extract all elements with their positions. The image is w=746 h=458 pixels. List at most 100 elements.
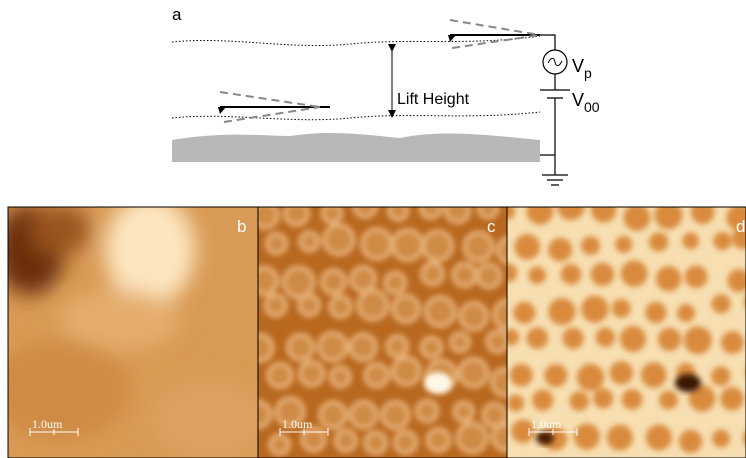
domain (544, 364, 567, 387)
domain (581, 236, 600, 255)
domain (477, 265, 500, 288)
domain (330, 297, 350, 317)
domain (720, 387, 743, 410)
lift-label: Lift Height (397, 91, 470, 108)
domain (532, 389, 553, 410)
domain (677, 304, 695, 322)
domain (266, 295, 286, 315)
domain (622, 389, 643, 410)
panel-label: a (172, 5, 182, 24)
domain (607, 425, 633, 451)
domain (270, 435, 289, 454)
domain (460, 303, 487, 330)
domain (596, 328, 615, 347)
panel-label: c (487, 217, 496, 236)
domain (479, 199, 498, 218)
domain (649, 232, 668, 251)
surface (172, 133, 540, 162)
domain (713, 232, 731, 250)
domain (300, 232, 318, 250)
scale-bar-label: 1.0um (531, 417, 562, 431)
domain (421, 337, 441, 357)
domain (682, 232, 699, 249)
domain (513, 302, 535, 324)
sine (548, 58, 562, 65)
panel-label: d (736, 217, 745, 236)
domain (621, 260, 648, 287)
domain (389, 201, 407, 219)
domain (577, 364, 604, 391)
domain (615, 236, 632, 253)
domain (711, 366, 730, 385)
domain (351, 267, 375, 291)
domain (320, 402, 346, 428)
domain (395, 432, 417, 454)
scale-bar-label: 1.0um (282, 417, 313, 431)
domain (423, 231, 452, 260)
domain (300, 362, 324, 386)
domain (510, 364, 533, 387)
domain (712, 430, 730, 448)
domain (507, 395, 524, 412)
domain (654, 201, 682, 229)
domain (679, 430, 702, 453)
domain (350, 402, 376, 428)
domain (581, 295, 608, 322)
domain (421, 198, 440, 217)
domain (561, 264, 582, 285)
domain (612, 299, 631, 318)
domain (487, 331, 508, 352)
domain (331, 367, 350, 386)
domain (336, 431, 356, 451)
symbol: V (572, 90, 584, 110)
domain (382, 402, 408, 428)
domain (646, 424, 672, 450)
domain (362, 229, 392, 259)
panel-label: b (237, 217, 246, 236)
lower-trace (172, 112, 540, 120)
domain (427, 429, 449, 451)
domain (417, 401, 438, 422)
domain (464, 233, 492, 261)
subscript: p (584, 65, 592, 81)
bias-label: V00 (572, 90, 600, 115)
domain (641, 362, 667, 388)
domain (658, 328, 681, 351)
source-label: Vp (572, 56, 592, 81)
domain (387, 336, 407, 356)
domain (322, 270, 345, 293)
cantilever-deflect (220, 92, 320, 107)
domain (284, 267, 314, 297)
cantilever-deflect (452, 35, 540, 48)
domain (319, 333, 347, 361)
domain (365, 364, 388, 387)
domain (526, 327, 548, 349)
domain (385, 273, 405, 293)
domain (528, 267, 546, 285)
domain (691, 200, 715, 224)
domain (569, 391, 589, 411)
tip (218, 107, 226, 114)
domain (656, 266, 681, 291)
domain (574, 423, 600, 449)
domain (659, 391, 678, 410)
domain (527, 198, 554, 225)
domain (454, 402, 472, 420)
domain (285, 202, 308, 225)
domain (288, 335, 313, 360)
domain (645, 302, 666, 323)
domain (685, 265, 708, 288)
domain (610, 361, 633, 384)
domain (268, 364, 291, 387)
domain (302, 428, 325, 451)
domain (620, 326, 646, 352)
domain (514, 234, 540, 260)
domain (393, 358, 420, 385)
domain (557, 193, 585, 221)
domain (422, 263, 443, 284)
domain (562, 328, 583, 349)
domain (358, 291, 387, 320)
domain (350, 334, 376, 360)
domain (451, 333, 469, 351)
domain (591, 263, 614, 286)
